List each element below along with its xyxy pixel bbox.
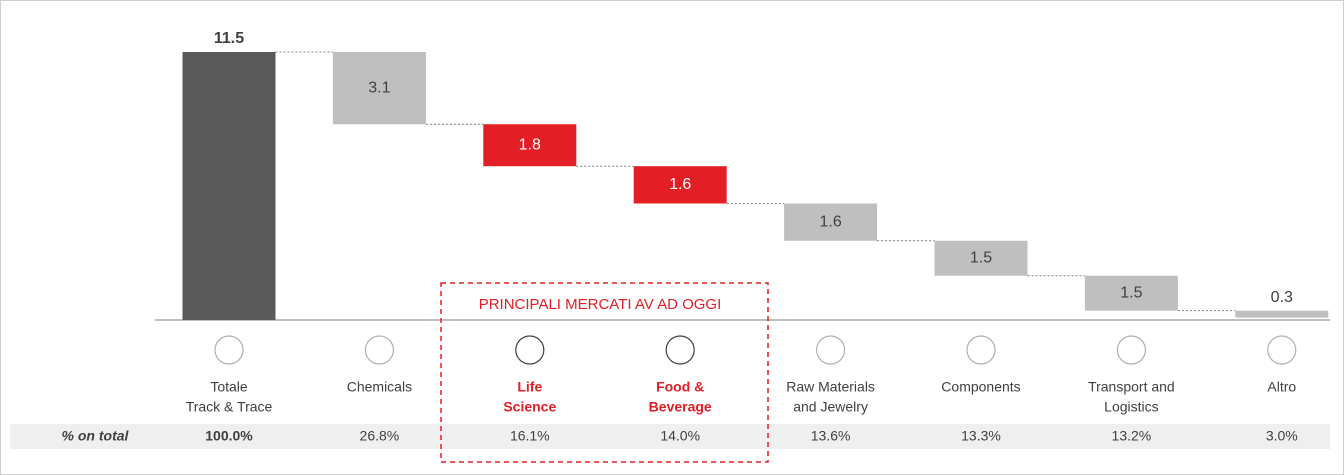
category-label: Components <box>941 379 1020 395</box>
bar <box>784 203 878 241</box>
icon <box>815 335 846 365</box>
percent-value: 14.0% <box>660 428 700 444</box>
category-label: Logistics <box>1104 399 1158 415</box>
bar <box>483 124 577 167</box>
icon <box>515 335 545 365</box>
percent-value: 3.0% <box>1266 428 1298 444</box>
bar <box>1084 275 1178 311</box>
value-label: 1.5 <box>970 249 992 266</box>
category-label: Science <box>503 399 556 415</box>
highlight-box <box>440 282 769 463</box>
annotation: PRINCIPALI MERCATI AV AD OGGI <box>479 296 722 313</box>
percent-row-label: % on total <box>62 428 130 444</box>
icon <box>966 335 996 365</box>
category-label: Altro <box>1267 379 1296 395</box>
value-label: 1.6 <box>669 176 691 193</box>
bar <box>1235 310 1329 318</box>
category-label: Beverage <box>649 399 712 415</box>
percent-value: 100.0% <box>205 428 253 444</box>
category-label: Track & Trace <box>186 399 273 415</box>
category-label: Raw Materials <box>786 379 875 395</box>
value-label: 1.5 <box>1120 284 1142 301</box>
icon <box>214 335 244 365</box>
icon <box>1267 335 1297 365</box>
category-label: Totale <box>210 379 248 395</box>
percent-value: 26.8% <box>360 428 400 444</box>
percent-value: 16.1% <box>510 428 550 444</box>
category-label: Food & <box>656 379 704 395</box>
percent-row-band <box>10 424 1330 449</box>
icon <box>665 335 695 365</box>
category-label: Life <box>517 379 542 395</box>
category-label: Chemicals <box>347 379 412 395</box>
value-label: 1.8 <box>519 136 541 153</box>
percent-value: 13.3% <box>961 428 1001 444</box>
value-label: 0.3 <box>1271 289 1293 306</box>
value-label: 3.1 <box>368 79 390 96</box>
bar <box>182 52 276 320</box>
percent-value: 13.2% <box>1112 428 1152 444</box>
icon <box>364 335 394 365</box>
icon <box>1116 335 1147 365</box>
bar <box>633 166 727 204</box>
category-label: and Jewelry <box>793 399 868 415</box>
value-label: 11.5 <box>214 30 244 47</box>
value-label: 1.6 <box>819 213 841 230</box>
percent-value: 13.6% <box>811 428 851 444</box>
bar <box>332 52 426 125</box>
bar <box>934 240 1028 276</box>
category-label: Transport and <box>1088 379 1175 395</box>
